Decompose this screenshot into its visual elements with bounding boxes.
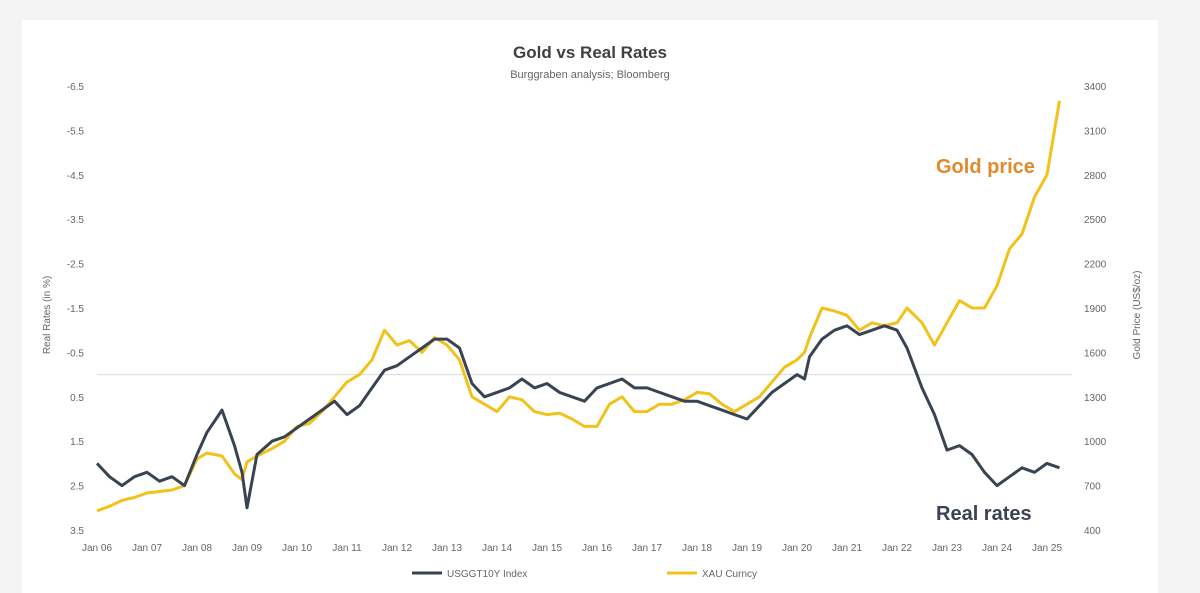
x-tick-label: Jan 19 <box>732 543 762 554</box>
chart-title: Gold vs Real Rates <box>513 43 667 62</box>
y-right-tick-label: 1900 <box>1084 304 1107 315</box>
y-left-tick-label: -3.5 <box>67 215 85 226</box>
y-left-tick-labels: -6.5 -5.5 -4.5 -3.5 -2.5 -1.5 -0.5 0.5 1.5 2.5 3.5 <box>67 82 85 537</box>
x-tick-label: Jan 11 <box>332 543 362 554</box>
y-right-tick-label: 1000 <box>1084 437 1107 448</box>
y-left-tick-label: -5.5 <box>67 126 85 137</box>
x-tick-label: Jan 06 <box>82 543 112 554</box>
y-right-tick-label: 3100 <box>1084 126 1107 137</box>
y-right-tick-labels: 3400 3100 2800 2500 2200 1900 1600 1300 1000 700 4… <box>1084 82 1107 537</box>
chart-subtitle: Burggraben analysis; Bloomberg <box>510 69 670 81</box>
y-left-tick-label: -6.5 <box>67 82 85 93</box>
y-left-axis-title: Real Rates (in %) <box>42 276 53 354</box>
x-tick-label: Jan 15 <box>532 543 562 554</box>
x-tick-label: Jan 18 <box>682 543 712 554</box>
x-tick-label: Jan 10 <box>282 543 312 554</box>
x-tick-label: Jan 09 <box>232 543 262 554</box>
y-right-tick-label: 700 <box>1084 482 1101 493</box>
legend-label-real-rates: USGGT10Y Index <box>447 569 527 580</box>
chart-panel: Gold vs Real Rates Burggraben analysis; … <box>22 20 1158 593</box>
x-tick-label: Jan 14 <box>482 543 512 554</box>
y-right-tick-label: 3400 <box>1084 82 1107 93</box>
annotation-gold-price: Gold price <box>936 156 1035 178</box>
legend-label-gold: XAU Curncy <box>702 569 757 580</box>
gold-vs-real-rates-chart: Gold vs Real Rates Burggraben analysis; … <box>42 43 1143 580</box>
y-left-tick-label: 0.5 <box>70 393 84 404</box>
x-tick-label: Jan 13 <box>432 543 462 554</box>
x-tick-label: Jan 22 <box>882 543 912 554</box>
y-left-tick-label: -0.5 <box>67 348 85 359</box>
y-left-tick-label: 3.5 <box>70 526 84 537</box>
y-right-tick-label: 2500 <box>1084 215 1107 226</box>
y-right-tick-label: 400 <box>1084 526 1101 537</box>
x-tick-label: Jan 07 <box>132 543 162 554</box>
y-right-axis-title: Gold Price (US$/oz) <box>1132 271 1143 360</box>
y-left-tick-label: -1.5 <box>67 304 85 315</box>
annotation-real-rates: Real rates <box>936 503 1032 525</box>
y-left-tick-label: -2.5 <box>67 260 85 271</box>
legend: USGGT10Y Index XAU Curncy <box>412 569 757 580</box>
x-tick-label: Jan 24 <box>982 543 1012 554</box>
x-tick-label: Jan 21 <box>832 543 862 554</box>
x-tick-label: Jan 23 <box>932 543 962 554</box>
y-right-tick-label: 2800 <box>1084 171 1107 182</box>
y-right-tick-label: 2200 <box>1084 260 1107 271</box>
x-tick-label: Jan 16 <box>582 543 612 554</box>
x-tick-label: Jan 20 <box>782 543 812 554</box>
x-tick-labels: Jan 06 Jan 07 Jan 08 Jan 09 Jan 10 Jan 11 Jan … <box>82 543 1062 554</box>
series-line-real-rates <box>95 324 1060 510</box>
y-right-tick-label: 1600 <box>1084 348 1107 359</box>
x-tick-label: Jan 12 <box>382 543 412 554</box>
x-tick-label: Jan 17 <box>632 543 662 554</box>
y-left-tick-label: 2.5 <box>70 482 84 493</box>
y-right-tick-label: 1300 <box>1084 393 1107 404</box>
series-line-gold <box>96 100 1061 513</box>
x-tick-label: Jan 25 <box>1032 543 1062 554</box>
y-left-tick-label: 1.5 <box>70 437 84 448</box>
x-tick-label: Jan 08 <box>182 543 212 554</box>
y-left-tick-label: -4.5 <box>67 171 85 182</box>
